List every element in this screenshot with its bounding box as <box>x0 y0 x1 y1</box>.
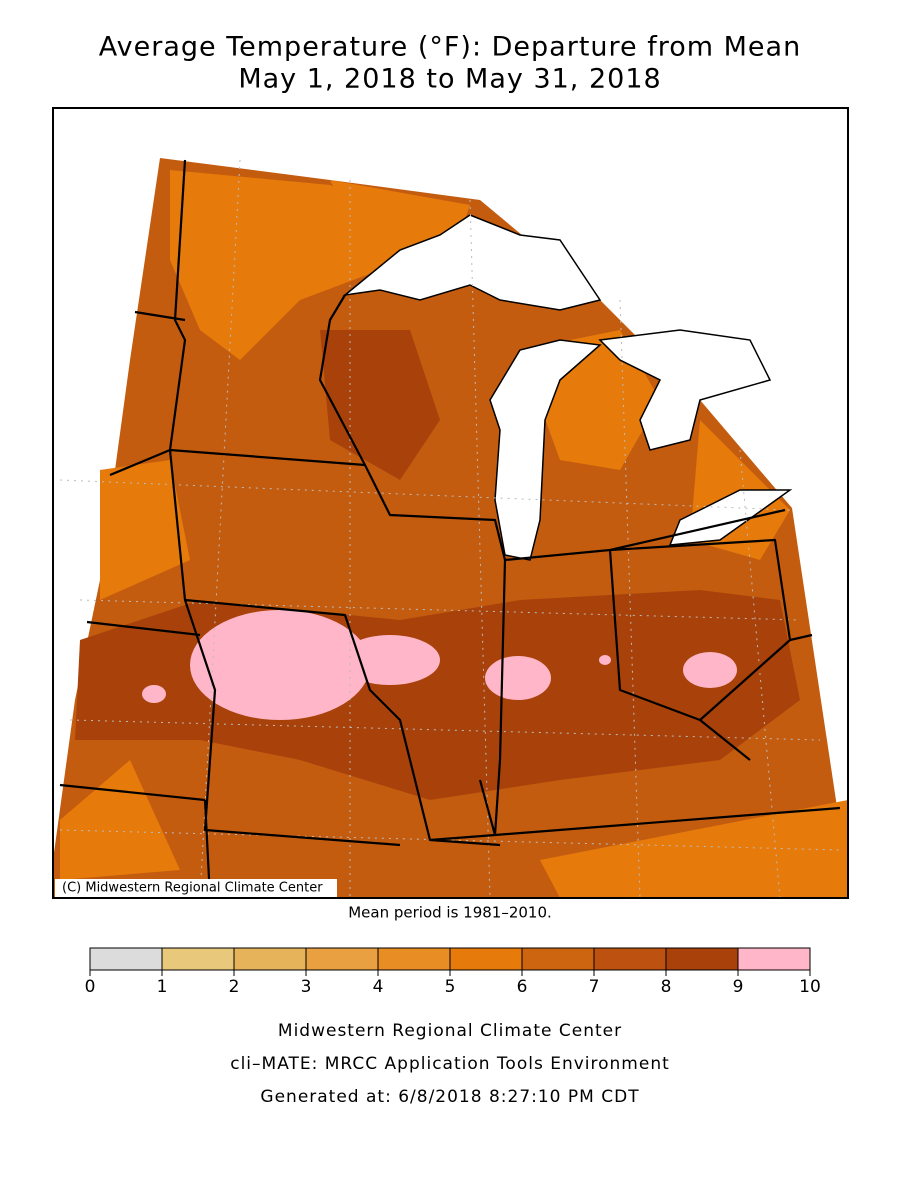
credit-box <box>55 879 337 897</box>
title-line: Average Temperature (°F): Departure from… <box>99 32 801 63</box>
legend-swatch <box>665 947 739 971</box>
light-zone <box>60 170 848 898</box>
legend-tick-label: 10 <box>799 977 821 997</box>
map: (C) Midwestern Regional Climate Center <box>52 107 849 899</box>
legend-tick-label: 6 <box>517 977 528 997</box>
footer-line: Generated at: 6/8/2018 8:27:10 PM CDT <box>260 1087 639 1107</box>
legend-swatch <box>737 947 811 971</box>
legend-tick-label: 4 <box>373 977 384 997</box>
legend-tick-label: 8 <box>661 977 672 997</box>
lake-michigan <box>489 339 602 561</box>
legend-swatch <box>377 947 451 971</box>
legend-swatch <box>233 947 307 971</box>
legend-tick-label: 1 <box>157 977 168 997</box>
pink-zone <box>142 685 166 703</box>
lake-huron <box>598 329 772 451</box>
map-credit: (C) Midwestern Regional Climate Center <box>62 881 323 896</box>
legend-tick-label: 2 <box>229 977 240 997</box>
legend-swatch <box>593 947 667 971</box>
legend: 0 1 2 3 4 5 6 7 8 9 10 <box>85 947 821 997</box>
legend-tick-label: 5 <box>445 977 456 997</box>
pink-zone <box>599 655 611 665</box>
map-frame <box>52 107 849 899</box>
legend-swatch <box>521 947 595 971</box>
legend-swatch <box>449 947 523 971</box>
legend-tick-label: 9 <box>733 977 744 997</box>
legend-tick-label: 7 <box>589 977 600 997</box>
mean-period-note: Mean period is 1981–2010. <box>348 904 552 922</box>
footer-line: cli–MATE: MRCC Application Tools Environ… <box>230 1054 670 1074</box>
legend-swatch <box>89 947 163 971</box>
state-border <box>59 159 841 899</box>
pink-zone <box>683 652 737 688</box>
title-line: May 1, 2018 to May 31, 2018 <box>238 64 661 95</box>
legend-tick-label: 0 <box>85 977 96 997</box>
graticule <box>59 159 841 899</box>
lake-erie <box>668 489 793 546</box>
legend-swatch <box>161 947 235 971</box>
lake-superior <box>342 214 602 311</box>
footer-line: Midwestern Regional Climate Center <box>278 1021 622 1041</box>
pink-zone <box>485 656 551 700</box>
legend-swatch <box>305 947 379 971</box>
pink-zone <box>190 610 370 720</box>
legend-tick-label: 3 <box>301 977 312 997</box>
